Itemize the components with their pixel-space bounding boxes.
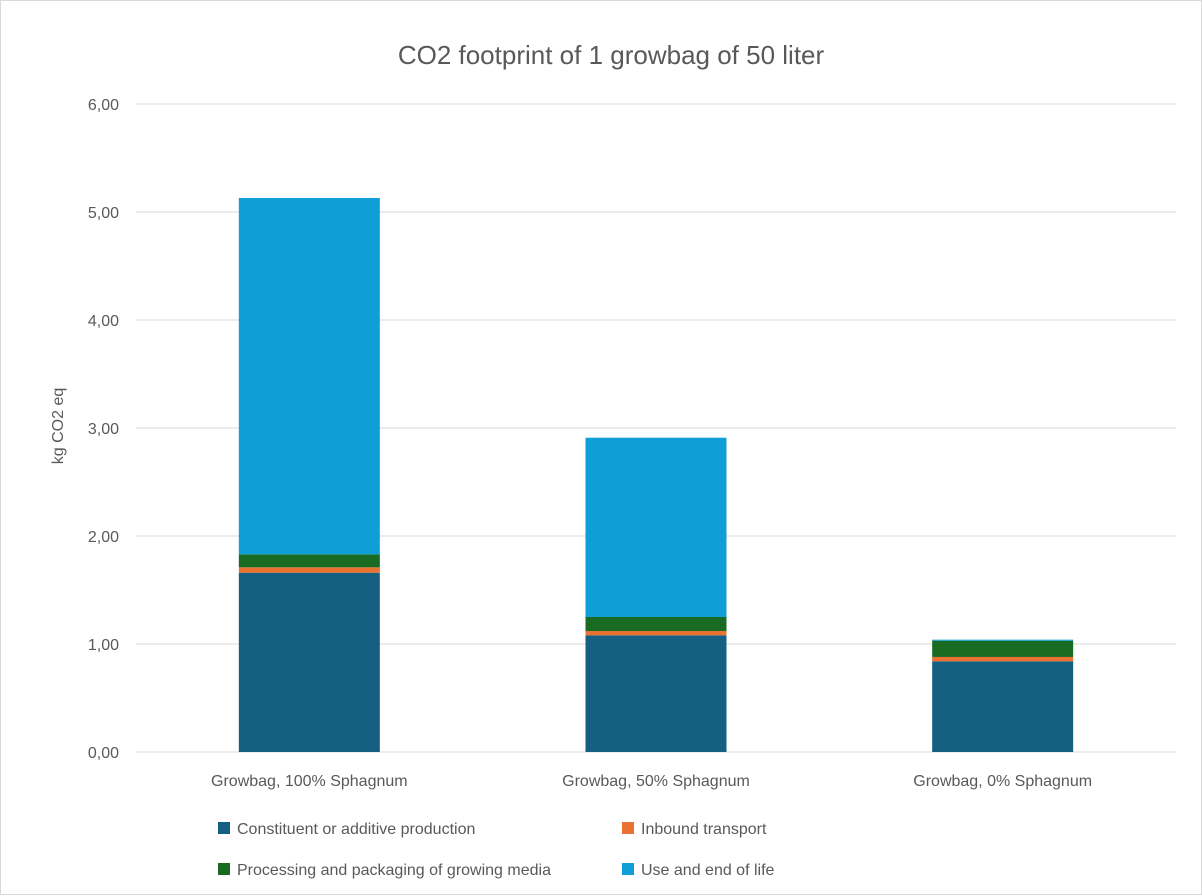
- bar-segment-1-4: [238, 197, 380, 555]
- legend-label: Processing and packaging of growing medi…: [237, 862, 551, 879]
- y-tick-label: 1,00: [88, 637, 119, 654]
- x-category-label: Growbag, 100% Sphagnum: [211, 773, 408, 790]
- y-axis-tick-labels: 0,00 1,00 2,00 3,00 4,00 5,00 6,00: [88, 97, 119, 762]
- legend-swatch: [218, 822, 230, 834]
- y-tick-label: 6,00: [88, 97, 119, 114]
- bar-segment-2-2: [585, 631, 727, 636]
- y-tick-label: 5,00: [88, 205, 119, 222]
- legend-label: Use and end of life: [641, 862, 775, 879]
- bar-segment-3-2: [932, 656, 1074, 662]
- bar-segment-3-3: [932, 640, 1074, 657]
- y-tick-label: 3,00: [88, 421, 119, 438]
- bar-segment-3-1: [932, 661, 1074, 752]
- legend-swatch: [622, 822, 634, 834]
- y-tick-label: 4,00: [88, 313, 119, 330]
- x-axis-category-labels: Growbag, 100% Sphagnum Growbag, 50% Sphag…: [211, 773, 1092, 790]
- y-axis-title: kg CO2 eq: [50, 388, 67, 464]
- bar-segment-1-1: [238, 572, 380, 752]
- legend-swatch: [622, 863, 634, 875]
- chart-title: CO2 footprint of 1 growbag of 50 liter: [398, 40, 825, 70]
- bar-segment-2-3: [585, 617, 727, 632]
- bar-segment-2-1: [585, 635, 727, 752]
- y-tick-label: 2,00: [88, 529, 119, 546]
- bar-segment-1-3: [238, 554, 380, 568]
- legend-label: Constituent or additive production: [237, 821, 475, 838]
- x-category-label: Growbag, 50% Sphagnum: [562, 773, 750, 790]
- y-tick-label: 0,00: [88, 745, 119, 762]
- legend: Constituent or additive production Inboun…: [218, 821, 775, 879]
- bar-segment-2-4: [585, 437, 727, 617]
- bar-segment-1-2: [238, 567, 380, 573]
- bars: [238, 197, 1074, 752]
- legend-label: Inbound transport: [641, 821, 767, 838]
- legend-swatch: [218, 863, 230, 875]
- x-category-label: Growbag, 0% Sphagnum: [913, 773, 1092, 790]
- bar-segment-3-4: [932, 639, 1074, 641]
